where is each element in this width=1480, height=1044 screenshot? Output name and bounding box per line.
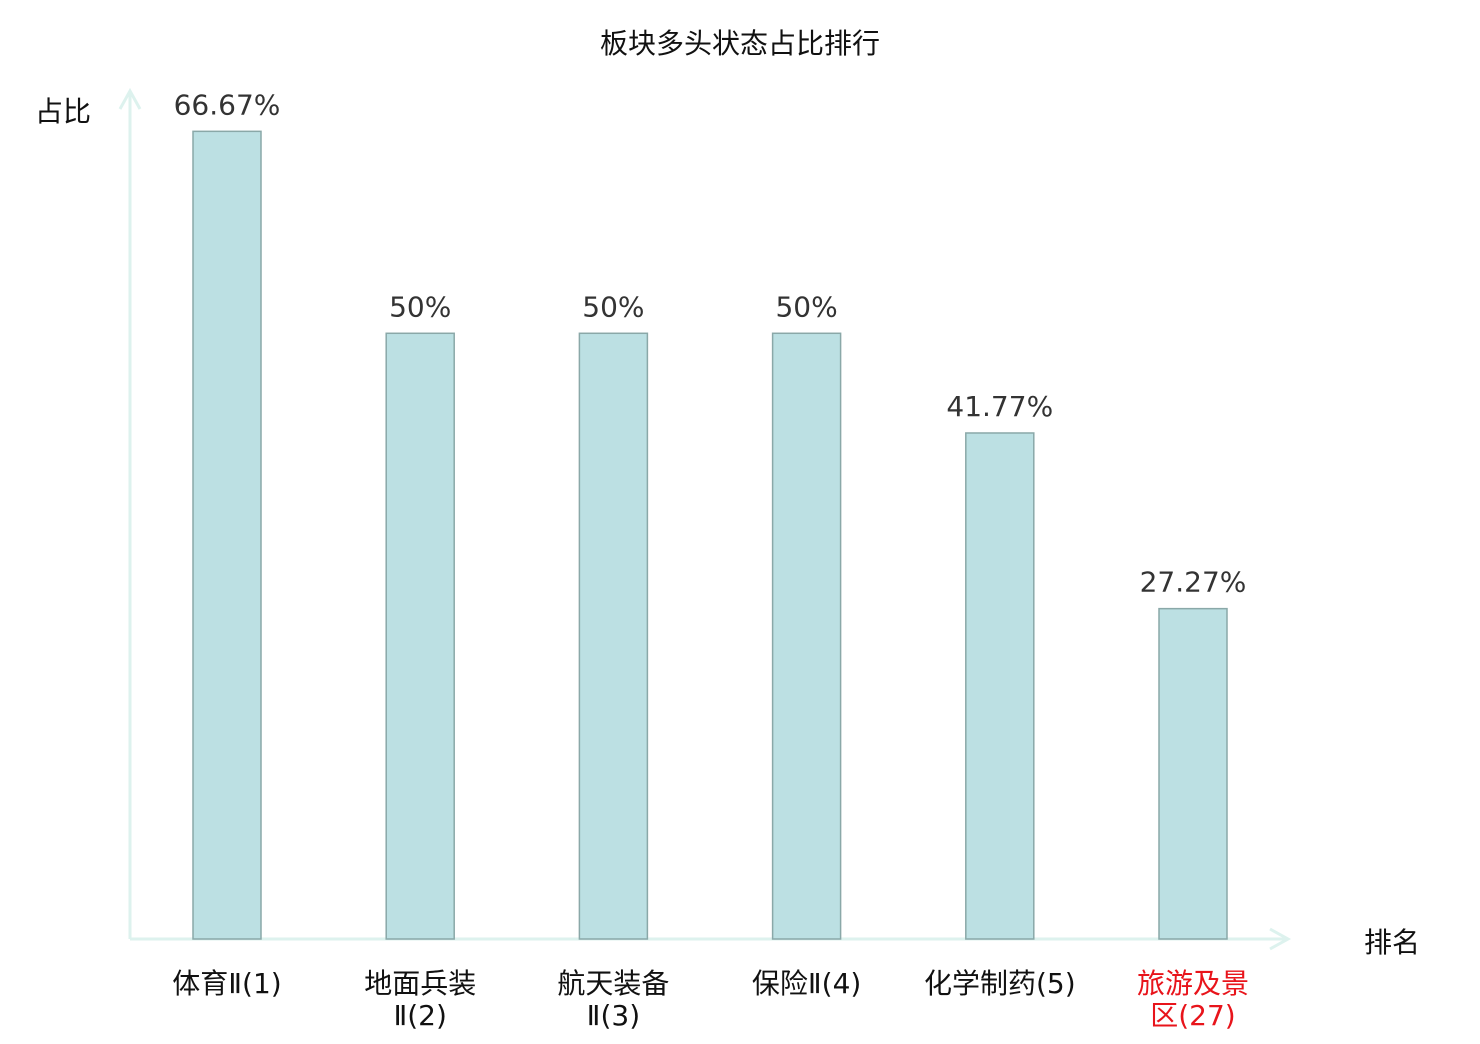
value-label: 66.67% xyxy=(174,88,281,121)
bar xyxy=(192,130,262,940)
value-label: 50% xyxy=(582,290,644,323)
category-label: 体育Ⅱ(1) xyxy=(172,967,281,1000)
bar xyxy=(965,432,1035,940)
x-axis-arrow-icon xyxy=(1269,927,1292,951)
value-label: 50% xyxy=(775,290,837,323)
bar xyxy=(771,332,842,940)
bar xyxy=(1158,607,1228,940)
category-label: Ⅱ(3) xyxy=(587,999,640,1032)
category-label: 区(27) xyxy=(1150,999,1235,1032)
chart-title: 板块多头状态占比排行 xyxy=(600,27,880,60)
category-label: 化学制药(5) xyxy=(924,967,1076,1000)
category-label: 地面兵装 xyxy=(364,967,476,1000)
category-label: Ⅱ(2) xyxy=(393,999,446,1032)
bar xyxy=(578,332,649,940)
value-label: 50% xyxy=(389,290,451,323)
category-label: 旅游及景 xyxy=(1137,967,1249,1000)
y-axis-arrow-icon xyxy=(118,87,142,110)
bar xyxy=(385,332,455,940)
y-axis-label: 占比 xyxy=(35,95,91,128)
category-label: 航天装备 xyxy=(557,967,669,1000)
category-label: 保险Ⅱ(4) xyxy=(752,967,861,1000)
value-label: 27.27% xyxy=(1140,566,1247,599)
value-label: 41.77% xyxy=(946,390,1053,423)
x-axis-label: 排名 xyxy=(1364,926,1420,959)
